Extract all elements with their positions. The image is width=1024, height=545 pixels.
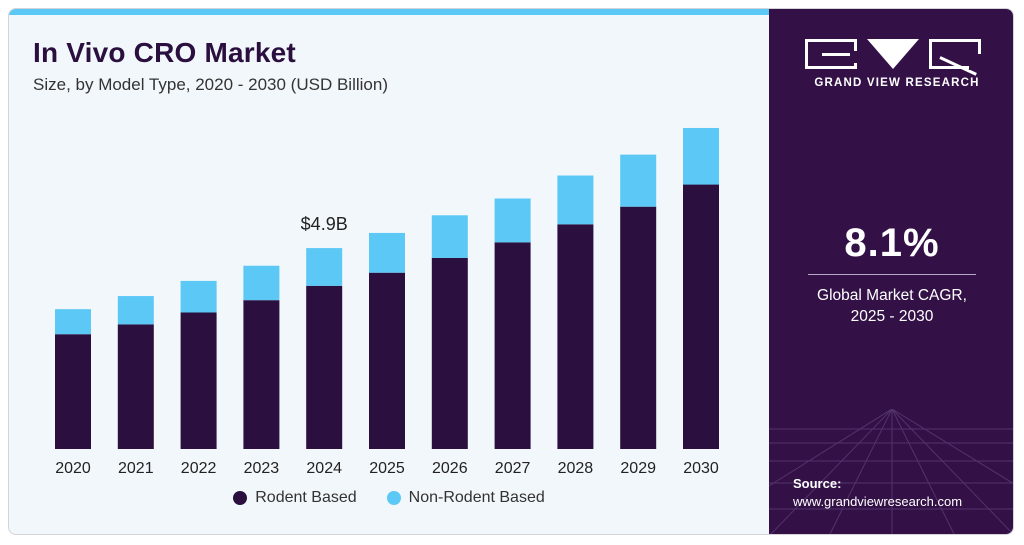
chart-panel: In Vivo CRO Market Size, by Model Type, …: [9, 9, 769, 534]
legend-label-rodent: Rodent Based: [255, 489, 357, 506]
x-tick-label-2023: 2023: [244, 460, 280, 477]
bar-rodent-2029: [620, 206, 657, 449]
chart-subtitle: Size, by Model Type, 2020 - 2030 (USD Bi…: [33, 75, 388, 94]
legend-swatch-non-rodent: [386, 491, 401, 505]
x-tick-label-2026: 2026: [432, 460, 468, 477]
legend-item-non-rodent: Non-Rodent Based: [386, 489, 545, 507]
bar-rodent-2026: [431, 257, 468, 449]
bar-non-rodent-2021: [117, 296, 154, 325]
chart-title: In Vivo CRO Market: [33, 37, 296, 68]
bar-rodent-2027: [494, 242, 531, 449]
legend-item-rodent: Rodent Based: [233, 489, 357, 507]
x-tick-label-2028: 2028: [558, 460, 594, 477]
bar-rodent-2025: [369, 272, 405, 449]
x-tick-label-2029: 2029: [620, 460, 656, 477]
x-tick-label-2030: 2030: [683, 460, 719, 477]
bar-non-rodent-2025: [369, 232, 405, 273]
bar-non-rodent-2022: [180, 280, 217, 313]
bar-rodent-2030: [683, 184, 719, 450]
bar-non-rodent-2020: [55, 309, 91, 335]
bar-non-rodent-2030: [683, 127, 719, 185]
chart-legend: Rodent Based Non-Rodent Based: [9, 489, 769, 507]
cagr-value: 8.1%: [844, 221, 940, 265]
bar-rodent-2022: [180, 312, 217, 449]
summary-panel: GRAND VIEW RESEARCH 8.1% Global Market C…: [769, 9, 1013, 534]
legend-label-non-rodent: Non-Rodent Based: [408, 489, 545, 506]
infographic-card: In Vivo CRO Market Size, by Model Type, …: [8, 8, 1014, 535]
source-note: Source: www.grandviewresearch.com: [793, 475, 962, 511]
brand-name: GRAND VIEW RESEARCH: [814, 77, 980, 89]
cagr-divider: [808, 274, 976, 275]
x-tick-label-2024: 2024: [306, 460, 342, 477]
top-accent-bar: [9, 9, 769, 15]
bar-rodent-2024: [306, 285, 343, 449]
bar-rodent-2028: [557, 224, 594, 449]
decorative-grid: [769, 409, 1013, 534]
bar-non-rodent-2023: [243, 265, 280, 301]
logo-r-icon: [929, 39, 981, 76]
x-tick-label-2020: 2020: [55, 460, 91, 477]
x-tick-label-2025: 2025: [369, 460, 405, 477]
x-tick-label-2022: 2022: [181, 460, 217, 477]
cagr-label-line2: 2025 - 2030: [850, 308, 934, 325]
legend-swatch-rodent: [233, 491, 248, 505]
cagr-label-line1: Global Market CAGR,: [817, 287, 967, 304]
logo-v-icon: [867, 39, 919, 69]
bar-rodent-2023: [243, 300, 280, 449]
bar-non-rodent-2027: [494, 198, 531, 243]
bar-rodent-2021: [117, 324, 154, 449]
source-link[interactable]: www.grandviewresearch.com: [793, 494, 963, 509]
logo-mark: [805, 39, 989, 76]
source-label: Source:: [793, 476, 842, 491]
bar-non-rodent-2029: [620, 154, 657, 207]
x-tick-label-2021: 2021: [118, 460, 154, 477]
bar-non-rodent-2024: [306, 248, 343, 286]
x-tick-label-2027: 2027: [495, 460, 531, 477]
annotation-2024: $4.9B: [301, 214, 348, 234]
logo-g-icon: [805, 39, 857, 69]
bar-chart: 2020 2021 2022 2023 2024 2025 2026 2027 2028 2029…: [55, 127, 719, 477]
bar-non-rodent-2026: [431, 215, 468, 258]
cagr-block: 8.1% Global Market CAGR, 2025 - 2030: [769, 221, 1013, 327]
grand-view-research-logo: GRAND VIEW RESEARCH: [805, 39, 989, 89]
bar-rodent-2020: [55, 334, 91, 449]
bar-non-rodent-2028: [557, 175, 594, 225]
